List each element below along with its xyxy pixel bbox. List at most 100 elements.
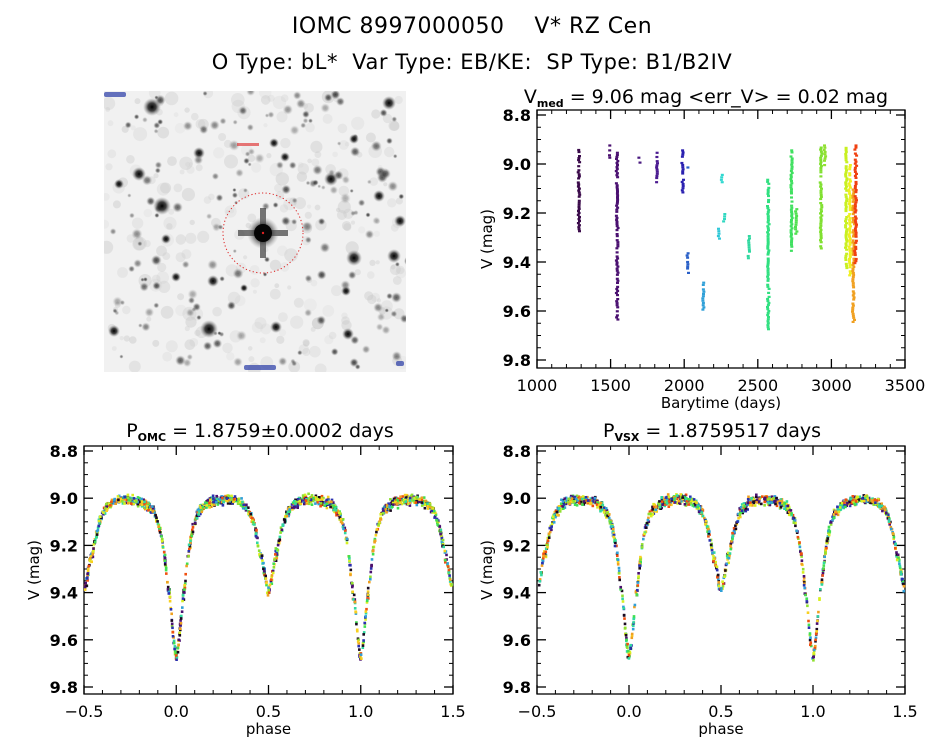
data-point-epoch-21 xyxy=(851,308,855,311)
phased-data-point xyxy=(670,497,673,501)
data-point-epoch-21 xyxy=(852,198,856,201)
phased-data-point xyxy=(364,610,368,613)
phased-data-point xyxy=(189,539,192,543)
data-point-epoch-20 xyxy=(848,262,852,265)
phased-data-point xyxy=(588,499,592,502)
data-point-epoch-17 xyxy=(819,160,823,164)
phased-data-point xyxy=(729,547,733,551)
phased-data-point xyxy=(785,500,789,503)
phased-data-point xyxy=(768,497,771,500)
data-point-epoch-17 xyxy=(819,191,823,194)
phased-data-point xyxy=(567,500,570,504)
background-noise xyxy=(344,141,350,147)
phased-data-point xyxy=(880,502,883,505)
bright-star xyxy=(382,96,396,110)
background-noise xyxy=(234,295,246,307)
finder-label-bottom-right xyxy=(396,361,404,366)
data-point-epoch-21 xyxy=(851,272,855,275)
phased-data-point xyxy=(212,503,216,507)
faint-star xyxy=(289,125,300,136)
phased-data-point xyxy=(569,500,572,503)
data-point-epoch-22 xyxy=(853,203,857,206)
phased-data-point xyxy=(449,578,452,581)
phased-data-point xyxy=(446,562,449,565)
phased-data-point xyxy=(788,507,791,511)
phased-data-point xyxy=(333,510,336,514)
phased-data-point xyxy=(199,507,203,511)
data-point-epoch-19 xyxy=(845,189,849,192)
phased-data-point xyxy=(654,506,658,510)
phased-data-point xyxy=(586,495,589,499)
phased-data-point xyxy=(303,493,307,497)
data-point-epoch-3 xyxy=(615,216,619,219)
phased-data-point xyxy=(220,500,224,504)
data-point-epoch-19 xyxy=(845,216,849,219)
background-noise xyxy=(177,293,185,301)
phased-data-point xyxy=(899,570,903,574)
phased-data-point xyxy=(142,498,145,501)
phased-data-point xyxy=(211,494,215,498)
data-point-epoch-3 xyxy=(615,229,619,232)
faint-star xyxy=(394,261,400,267)
phased-data-point xyxy=(174,650,177,653)
phased-data-point xyxy=(761,495,764,498)
phased-data-point xyxy=(158,527,162,530)
phased-data-point xyxy=(727,551,730,555)
background-noise xyxy=(105,107,111,112)
faint-star xyxy=(391,351,402,362)
phased-data-point xyxy=(187,555,190,558)
data-point-epoch-3 xyxy=(615,304,619,307)
data-point-epoch-22 xyxy=(854,233,858,236)
phased-data-point xyxy=(92,543,96,546)
phased-data-point xyxy=(801,567,805,571)
phased-data-point xyxy=(606,511,609,515)
phased-data-point xyxy=(86,569,90,573)
phased-data-point xyxy=(839,508,843,511)
background-noise xyxy=(280,94,289,102)
background-noise xyxy=(351,116,365,130)
phased-data-point xyxy=(270,578,273,581)
phased-data-point xyxy=(151,507,155,510)
data-point-epoch-3 xyxy=(615,151,619,154)
phased-data-point xyxy=(824,549,827,552)
phased-data-point xyxy=(577,501,581,505)
phased-data-point xyxy=(546,545,549,549)
faint-star xyxy=(232,119,238,125)
phased-data-point xyxy=(809,636,812,639)
data-point-epoch-13 xyxy=(747,235,751,238)
phased-data-point xyxy=(105,502,108,506)
phased-data-point xyxy=(689,495,692,499)
phased-data-point xyxy=(140,500,144,504)
faint-star xyxy=(386,292,393,300)
phased-data-point xyxy=(219,496,223,500)
data-point-epoch-3 xyxy=(616,163,619,167)
faint-star xyxy=(329,185,339,195)
phased-data-point xyxy=(643,532,646,536)
phased-data-point xyxy=(371,552,375,556)
phased-data-point xyxy=(369,577,372,581)
phased-data-point xyxy=(102,511,105,514)
phased-data-point xyxy=(640,543,644,546)
data-point-epoch-3 xyxy=(616,279,620,282)
phased-data-point xyxy=(786,511,790,514)
background-noise xyxy=(383,182,388,187)
faint-star xyxy=(182,358,192,368)
phased-data-point xyxy=(344,529,347,532)
phased-data-point xyxy=(642,537,645,541)
data-point-epoch-14 xyxy=(766,273,770,276)
faint-star xyxy=(196,314,202,321)
phased-data-point xyxy=(311,499,315,503)
phased-data-point xyxy=(233,495,237,498)
data-point-epoch-14 xyxy=(766,308,770,311)
data-point-epoch-22 xyxy=(855,172,858,175)
data-point-epoch-21 xyxy=(851,282,855,285)
faint-star xyxy=(386,137,393,145)
faint-star xyxy=(281,184,291,195)
faint-star xyxy=(308,118,313,124)
background-noise xyxy=(260,323,272,335)
phased-data-point xyxy=(361,642,365,645)
data-point-epoch-18 xyxy=(823,159,826,162)
phased-data-point xyxy=(744,502,747,505)
data-point-epoch-15 xyxy=(790,151,794,154)
phased-data-point xyxy=(406,502,410,505)
